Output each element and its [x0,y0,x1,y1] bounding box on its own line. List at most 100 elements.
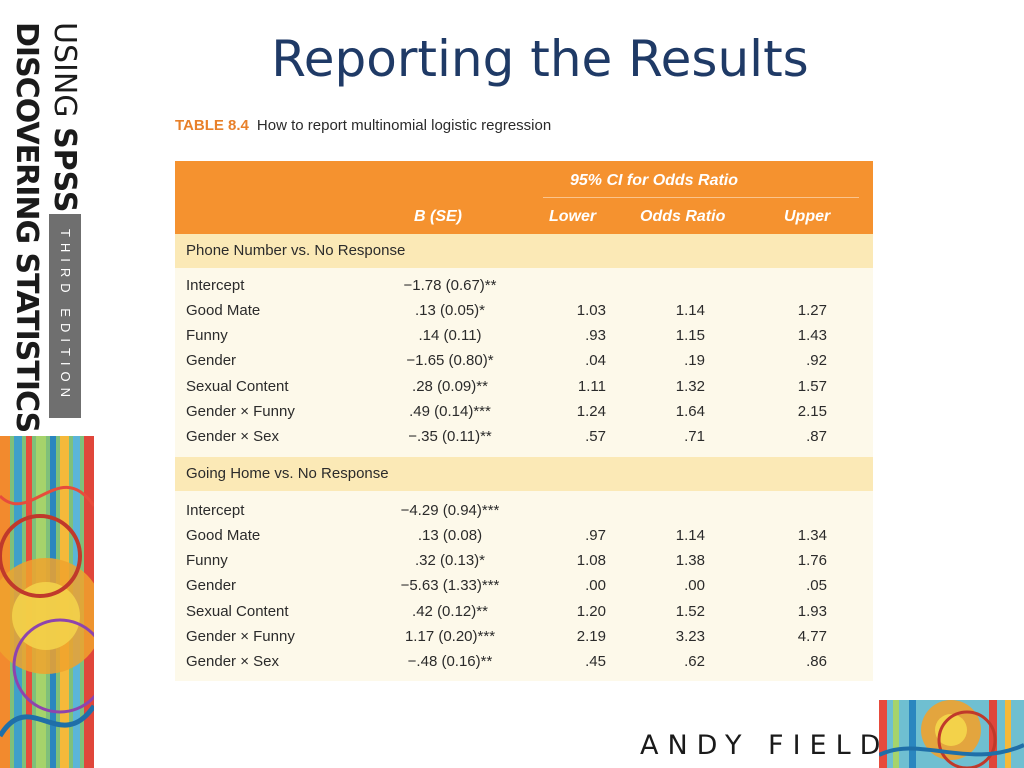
upper-value: .92 [806,352,827,369]
table-caption-label: TABLE 8.4 [175,117,249,134]
table-row: Gender −5.63 (1.33)*** .00 .00 .05 [175,574,873,599]
upper-value: 1.57 [797,378,827,395]
upper-value: .87 [806,428,827,445]
odds-ratio-value: 1.52 [675,603,705,620]
row-label: Gender × Funny [186,628,295,645]
b-se-value: −.35 (0.11)** [408,428,492,445]
upper-value: 1.27 [797,302,827,319]
upper-value: 2.15 [797,403,827,420]
column-header-upper: Upper [784,208,831,225]
results-table: 95% CI for Odds Ratio B (SE) Lower Odds … [175,161,873,681]
table-header: 95% CI for Odds Ratio B (SE) Lower Odds … [175,161,873,234]
table-row: Gender −1.65 (0.80)* .04 .19 .92 [175,349,873,374]
b-se-value: −5.63 (1.33)*** [400,577,500,594]
row-label: Intercept [186,502,245,519]
ci-header-rule [543,197,859,198]
lower-value: 1.11 [577,378,606,395]
b-se-value: .28 (0.09)** [412,378,488,395]
edition-badge: THIRD EDITION [49,214,81,418]
row-label: Sexual Content [186,603,289,620]
table-row: Intercept −1.78 (0.67)** [175,274,873,299]
lower-value: .93 [585,327,606,344]
section-title: Phone Number vs. No Response [186,242,406,259]
lower-value: 2.19 [576,628,606,645]
table-row: Intercept −4.29 (0.94)*** [175,499,873,524]
lower-value: 1.08 [576,552,606,569]
row-label: Intercept [186,277,245,294]
abstract-art-image [0,436,94,768]
b-se-value: .13 (0.08) [417,527,483,544]
lower-value: 1.03 [576,302,606,319]
column-header-lower: Lower [549,208,597,225]
row-label: Funny [186,327,228,344]
row-label: Good Mate [186,302,261,319]
upper-value: 1.93 [797,603,827,620]
row-label: Gender × Sex [186,428,279,445]
upper-value: 4.77 [797,628,827,645]
odds-ratio-value: 1.32 [675,378,705,395]
upper-value: .86 [806,653,827,670]
section-header: Going Home vs. No Response [175,457,873,491]
odds-ratio-value: .00 [684,577,705,594]
b-se-value: .42 (0.12)** [412,603,488,620]
b-se-value: −4.29 (0.94)*** [400,502,500,519]
lower-value: 1.24 [576,403,606,420]
odds-ratio-value: .62 [684,653,705,670]
row-label: Gender [186,352,237,369]
odds-ratio-value: 1.64 [675,403,705,420]
table-row: Sexual Content .28 (0.09)** 1.11 1.32 1.… [175,375,873,400]
b-se-value: .13 (0.05)* [414,302,486,319]
table-row: Gender × Sex −.48 (0.16)** .45 .62 .86 [175,650,873,675]
row-label: Gender [186,577,237,594]
table-caption: TABLE 8.4 How to report multinomial logis… [175,117,551,134]
upper-value: 1.43 [797,327,827,344]
table-row: Funny .14 (0.11) .93 1.15 1.43 [175,324,873,349]
upper-value: .05 [806,577,827,594]
row-label: Sexual Content [186,378,289,395]
row-label: Gender × Sex [186,653,279,670]
section-title: Going Home vs. No Response [186,465,389,482]
lower-value: 1.20 [576,603,606,620]
decorative-art-right [879,700,1024,768]
book-title-spss: SPSS [47,127,82,213]
b-se-value: .32 (0.13)* [414,552,486,569]
b-se-value: −1.78 (0.67)** [403,277,497,294]
column-header-odds-ratio: Odds Ratio [640,208,726,225]
lower-value: .00 [585,577,606,594]
b-se-value: 1.17 (0.20)*** [404,628,496,645]
lower-value: .97 [585,527,606,544]
lower-value: .45 [585,653,606,670]
table-row: Good Mate .13 (0.08) .97 1.14 1.34 [175,524,873,549]
table-row: Sexual Content .42 (0.12)** 1.20 1.52 1.… [175,600,873,625]
table-row: Gender × Funny .49 (0.14)*** 1.24 1.64 2… [175,400,873,425]
odds-ratio-value: 1.14 [675,302,705,319]
odds-ratio-value: 3.23 [675,628,705,645]
b-se-value: .14 (0.11) [418,327,482,344]
b-se-value: .49 (0.14)*** [409,403,491,420]
lower-value: .57 [585,428,606,445]
odds-ratio-value: 1.14 [675,527,705,544]
ci-header: 95% CI for Odds Ratio [570,172,739,189]
upper-value: 1.34 [797,527,827,544]
table-caption-text: How to report multinomial logistic regre… [256,117,552,134]
slide-title: Reporting the Results [271,30,809,88]
decorative-art-left [0,436,94,768]
table-row: Gender × Funny 1.17 (0.20)*** 2.19 3.23 … [175,625,873,650]
odds-ratio-value: .19 [684,352,705,369]
table-row: Good Mate .13 (0.05)* 1.03 1.14 1.27 [175,299,873,324]
row-label: Good Mate [186,527,261,544]
table-row: Funny .32 (0.13)* 1.08 1.38 1.76 [175,549,873,574]
author-name: ANDY FIELD [640,730,890,761]
odds-ratio-value: 1.38 [675,552,705,569]
row-label: Funny [186,552,228,569]
odds-ratio-value: 1.15 [675,327,705,344]
lower-value: .04 [585,352,606,369]
b-se-value: −.48 (0.16)** [407,653,493,670]
table-row: Gender × Sex −.35 (0.11)** .57 .71 .87 [175,425,873,450]
odds-ratio-value: .71 [684,428,705,445]
row-label: Gender × Funny [186,403,295,420]
abstract-art-image-small [879,700,1024,768]
section-header: Phone Number vs. No Response [175,234,873,268]
b-se-value: −1.65 (0.80)* [406,352,494,369]
column-header-b-se: B (SE) [414,208,462,225]
